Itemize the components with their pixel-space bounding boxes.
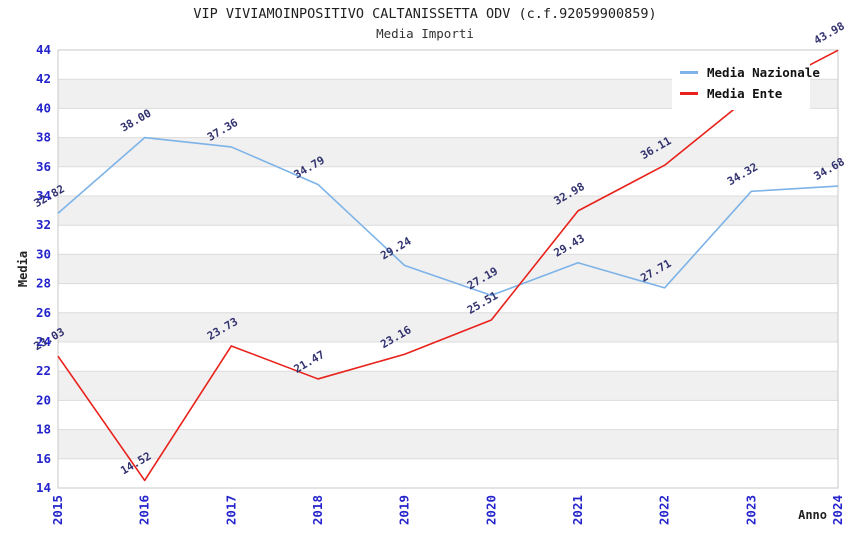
y-axis-title: Media — [16, 251, 30, 287]
y-tick-label: 42 — [36, 71, 51, 86]
data-label: 38.00 — [118, 107, 153, 135]
x-tick-label: 2018 — [310, 495, 325, 525]
x-tick-label: 2016 — [137, 495, 152, 525]
x-tick-label: 2022 — [657, 495, 672, 525]
legend-swatch-icon — [680, 92, 698, 95]
y-tick-label: 40 — [36, 100, 51, 115]
chart-title: VIP VIVIAMOINPOSITIVO CALTANISSETTA ODV … — [193, 6, 657, 22]
y-tick-label: 34 — [36, 188, 51, 203]
x-axis-title: Anno — [798, 508, 827, 522]
data-label: 43.98 — [812, 19, 847, 47]
x-tick-label: 2024 — [830, 495, 845, 525]
legend: Media Nazionale Media Ente — [672, 57, 820, 110]
x-tick-label: 2021 — [570, 495, 585, 525]
legend-item-media-nazionale: Media Nazionale — [680, 62, 820, 83]
x-tick-label: 2023 — [743, 495, 758, 525]
x-tick-label: 2019 — [397, 495, 412, 525]
y-tick-label: 28 — [36, 276, 51, 291]
y-tick-label: 30 — [36, 246, 51, 261]
y-tick-label: 36 — [36, 159, 51, 174]
legend-label: Media Nazionale — [707, 65, 820, 80]
y-tick-label: 32 — [36, 217, 51, 232]
y-tick-label: 20 — [36, 392, 51, 407]
plot-band — [58, 196, 838, 226]
y-tick-label: 18 — [36, 422, 51, 437]
legend-item-media-ente: Media Ente — [680, 83, 802, 104]
y-tick-label: 22 — [36, 363, 51, 378]
x-tick-label: 2015 — [50, 495, 65, 525]
plot-band — [58, 137, 838, 167]
plot-area — [57, 49, 839, 489]
y-tick-label: 16 — [36, 451, 51, 466]
legend-label: Media Ente — [707, 86, 783, 101]
y-tick-label: 38 — [36, 130, 51, 145]
chart-subtitle: Media Importi — [376, 26, 474, 41]
y-tick-label: 24 — [36, 334, 51, 349]
legend-swatch-icon — [680, 71, 698, 74]
plot-band — [58, 254, 838, 284]
y-tick-label: 26 — [36, 305, 51, 320]
series-line-media-ente — [57, 49, 839, 482]
y-tick-label: 14 — [36, 480, 51, 495]
y-tick-label: 44 — [36, 42, 51, 57]
series-line-media-nazionale — [57, 136, 839, 297]
x-tick-label: 2017 — [223, 495, 238, 525]
x-tick-label: 2020 — [483, 495, 498, 525]
plot-band — [58, 371, 838, 401]
plot-band — [58, 429, 838, 459]
